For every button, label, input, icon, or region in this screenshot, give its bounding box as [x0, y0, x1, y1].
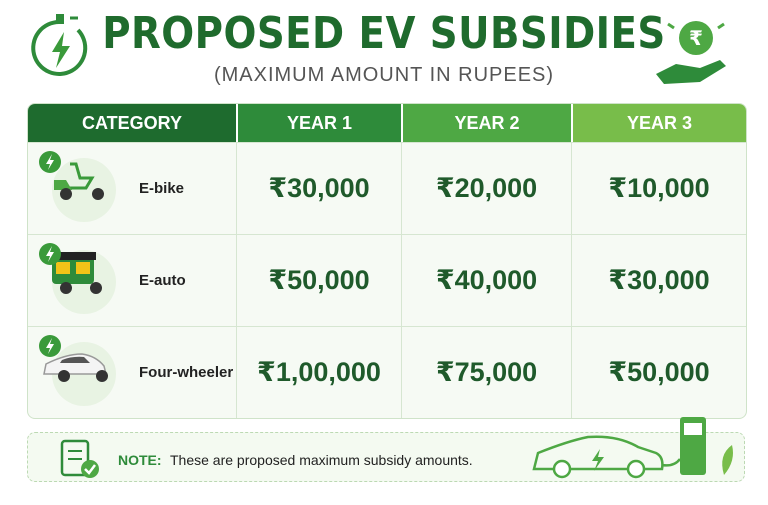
note-text: These are proposed maximum subsidy amoun… [170, 452, 473, 468]
rupee-hand-icon: ₹ [656, 21, 726, 84]
subtitle: (MAXIMUM AMOUNT IN RUPEES) [213, 64, 555, 86]
vehicle-icon [39, 243, 116, 314]
column-header: YEAR 2 [401, 104, 571, 142]
vehicle-icon [39, 151, 116, 222]
vehicle-icon [39, 335, 116, 406]
subsidy-amount: ₹20,000 [401, 142, 571, 234]
svg-text:₹: ₹ [689, 28, 703, 50]
note-box: NOTE: These are proposed maximum subsidy… [27, 417, 745, 482]
title: PROPOSED EV SUBSIDIES [102, 8, 666, 59]
checklist-icon [60, 439, 99, 478]
ev-charging-illustration [532, 417, 733, 479]
subsidy-amount: ₹10,000 [571, 142, 746, 234]
subsidy-amount: ₹30,000 [571, 234, 746, 326]
subsidy-amount: ₹30,000 [236, 142, 401, 234]
subsidy-amount: ₹50,000 [571, 326, 746, 418]
subsidy-amount: ₹75,000 [401, 326, 571, 418]
category-cell: E-bike [28, 142, 236, 234]
column-header: CATEGORY [28, 104, 236, 142]
ev-plug-icon [31, 14, 88, 76]
category-cell: E-auto [28, 234, 236, 326]
note-label: NOTE: [118, 452, 162, 468]
subsidy-table: CATEGORY YEAR 1 YEAR 2 YEAR 3 E-bike ₹30,000 ₹… [27, 103, 747, 419]
subsidy-amount: ₹1,00,000 [236, 326, 401, 418]
category-cell: Four-wheeler [28, 326, 236, 418]
subsidy-amount: ₹40,000 [401, 234, 571, 326]
column-header: YEAR 3 [571, 104, 746, 142]
column-header: YEAR 1 [236, 104, 401, 142]
subsidy-amount: ₹50,000 [236, 234, 401, 326]
